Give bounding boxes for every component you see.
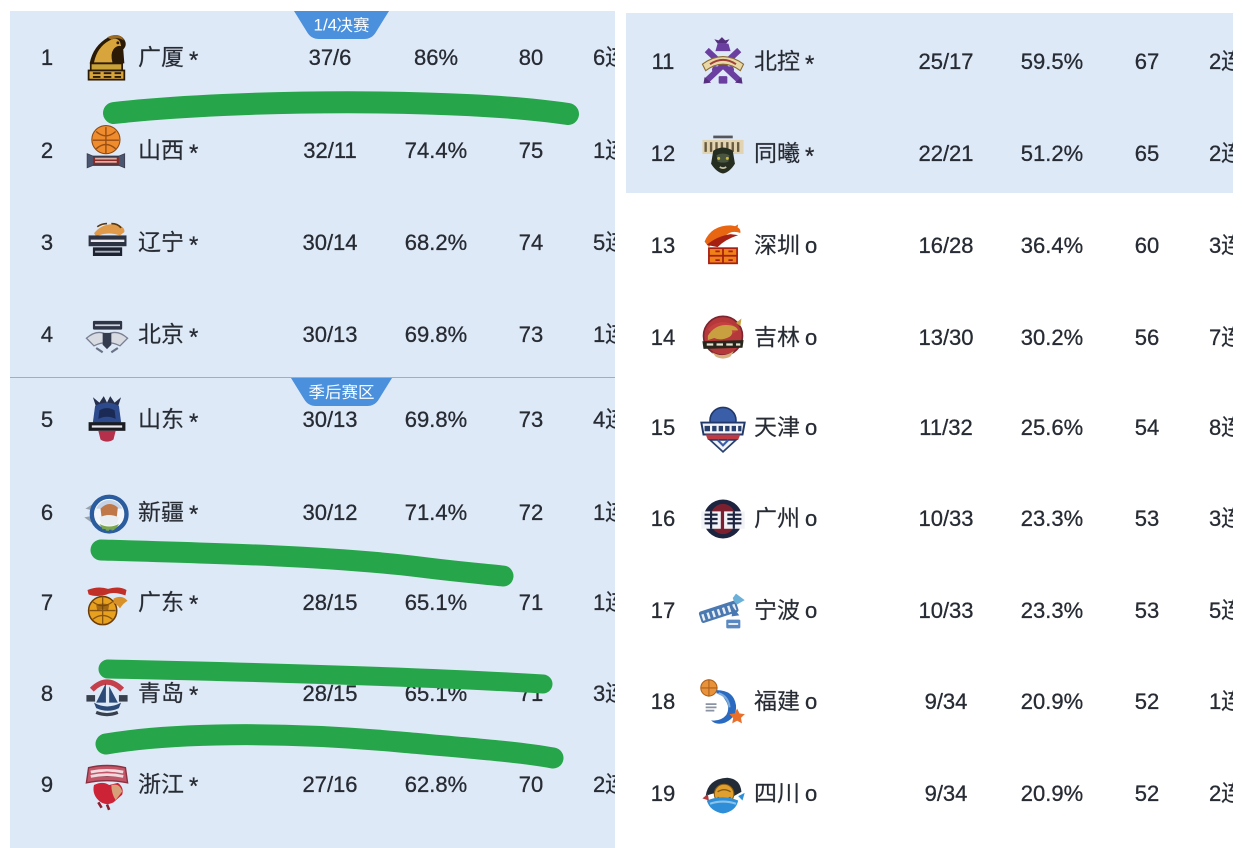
svg-text:1/4: 1/4: [314, 16, 338, 35]
